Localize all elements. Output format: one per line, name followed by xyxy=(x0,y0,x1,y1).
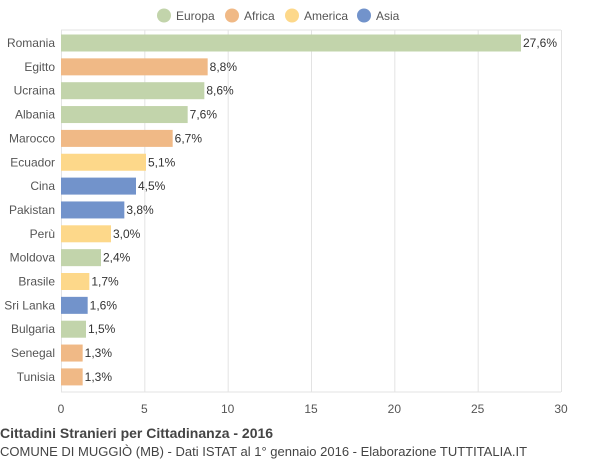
bar-cina xyxy=(61,177,136,195)
value-label-cina: 4,5% xyxy=(138,179,166,193)
category-label-moldova: Moldova xyxy=(10,251,56,265)
bar-ecuador xyxy=(61,153,146,171)
bar-bulgaria xyxy=(61,320,86,338)
value-label-ucraina: 8,6% xyxy=(206,84,234,98)
chart-footer-subtitle: COMUNE DI MUGGIÒ (MB) - Dati ISTAT al 1°… xyxy=(0,444,528,459)
chart-bars: Romania 27,6% Egitto 8,8% Ucraina 8,6% Albania… xyxy=(4,34,557,386)
value-label-ecuador: 5,1% xyxy=(148,155,176,169)
category-label-albania: Albania xyxy=(15,108,55,122)
bar-marocco xyxy=(61,129,173,147)
legend-label-europa: Europa xyxy=(176,9,215,23)
x-axis: 0 5 10 15 20 25 30 xyxy=(58,402,568,416)
legend-label-america: America xyxy=(304,9,348,23)
category-label-egitto: Egitto xyxy=(24,60,55,74)
category-label-peru: Perù xyxy=(30,227,55,241)
value-label-brasile: 1,7% xyxy=(91,275,119,289)
value-label-romania: 27,6% xyxy=(523,36,557,50)
x-tick-label-30: 30 xyxy=(554,402,568,416)
category-label-marocco: Marocco xyxy=(9,131,55,145)
value-label-tunisia: 1,3% xyxy=(85,370,113,384)
category-label-romania: Romania xyxy=(7,36,55,50)
x-tick-label-10: 10 xyxy=(221,402,235,416)
chart-footer-title: Cittadini Stranieri per Cittadinanza - 2… xyxy=(0,425,274,441)
value-label-marocco: 6,7% xyxy=(175,131,203,145)
x-tick-label-0: 0 xyxy=(58,402,65,416)
category-label-ecuador: Ecuador xyxy=(10,155,55,169)
bar-tunisia xyxy=(61,368,83,386)
category-label-pakistan: Pakistan xyxy=(9,203,55,217)
value-label-albania: 7,6% xyxy=(190,108,218,122)
x-tick-label-20: 20 xyxy=(388,402,402,416)
chart-legend: Europa Africa America Asia xyxy=(157,8,400,23)
value-label-peru: 3,0% xyxy=(113,227,141,241)
bar-brasile xyxy=(61,273,90,290)
bar-romania xyxy=(61,34,521,52)
value-label-sri-lanka: 1,6% xyxy=(90,298,118,312)
category-label-cina: Cina xyxy=(30,179,55,193)
bar-moldova xyxy=(61,249,101,267)
bar-senegal xyxy=(61,344,83,362)
x-tick-label-25: 25 xyxy=(471,402,485,416)
value-label-moldova: 2,4% xyxy=(103,251,131,265)
value-label-senegal: 1,3% xyxy=(85,346,113,360)
category-label-sri-lanka: Sri Lanka xyxy=(4,298,55,312)
bar-pakistan xyxy=(61,201,125,219)
category-label-tunisia: Tunisia xyxy=(17,370,56,384)
legend-swatch-asia xyxy=(357,8,371,23)
bar-sri-lanka xyxy=(61,296,88,314)
legend-swatch-africa xyxy=(225,8,239,23)
legend-swatch-america xyxy=(285,8,299,23)
bar-ucraina xyxy=(61,82,205,100)
value-label-pakistan: 3,8% xyxy=(126,203,154,217)
category-label-ucraina: Ucraina xyxy=(14,84,56,98)
value-label-bulgaria: 1,5% xyxy=(88,322,116,336)
legend-label-africa: Africa xyxy=(244,9,275,23)
legend-swatch-europa xyxy=(157,8,171,23)
category-label-bulgaria: Bulgaria xyxy=(11,322,55,336)
legend-label-asia: Asia xyxy=(376,9,400,23)
category-label-senegal: Senegal xyxy=(11,346,55,360)
value-label-egitto: 8,8% xyxy=(210,60,238,74)
category-label-brasile: Brasile xyxy=(18,275,55,289)
bar-albania xyxy=(61,106,188,124)
bar-egitto xyxy=(61,58,208,76)
bar-peru xyxy=(61,225,111,243)
x-tick-label-15: 15 xyxy=(304,402,318,416)
x-tick-label-5: 5 xyxy=(141,402,148,416)
bar-chart: Europa Africa America Asia Romania 27,6% Egit… xyxy=(4,8,568,416)
